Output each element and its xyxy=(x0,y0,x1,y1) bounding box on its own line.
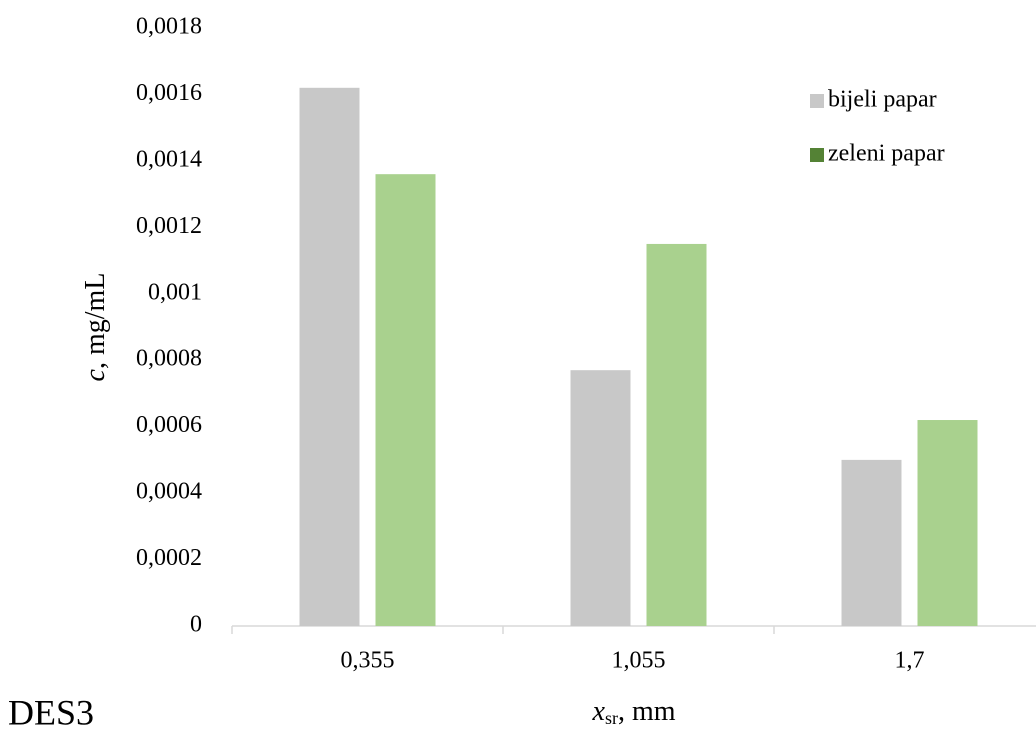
y-tick-label: 0,0002 xyxy=(136,545,202,571)
y-tick-label: 0,0014 xyxy=(136,146,202,172)
x-label-symbol: x xyxy=(592,696,606,727)
bar xyxy=(841,459,902,626)
y-tick-label: 0,0018 xyxy=(136,14,202,40)
x-tick-label: 1,055 xyxy=(612,648,666,674)
x-axis-label: xsr, mm xyxy=(592,696,676,728)
y-tick-label: 0,0008 xyxy=(136,346,202,372)
annotation: DES3 xyxy=(8,692,94,732)
y-tick-label: 0,0012 xyxy=(136,213,202,239)
y-tick-label: 0,0004 xyxy=(136,479,202,505)
bar xyxy=(570,370,631,626)
bar xyxy=(299,87,360,627)
legend-swatch xyxy=(810,148,824,162)
y-axis-label: c, mg/mL xyxy=(80,273,111,382)
x-tick-label: 0,355 xyxy=(341,648,395,674)
x-tick-label: 1,7 xyxy=(895,648,925,674)
y-label-unit: , mg/mL xyxy=(80,273,111,369)
legend-label: zeleni papar xyxy=(828,141,945,167)
y-tick-label: 0 xyxy=(190,612,202,638)
bar xyxy=(917,420,978,626)
y-tick-label: 0,0016 xyxy=(136,80,202,106)
x-label-subscript: sr xyxy=(605,708,618,728)
bar xyxy=(646,243,707,626)
bar xyxy=(375,174,436,626)
legend-swatch xyxy=(810,94,824,108)
y-tick-label: 0,001 xyxy=(148,279,202,305)
y-label-symbol: c xyxy=(80,368,111,381)
legend-label: bijeli papar xyxy=(828,87,937,113)
y-tick-label: 0,0006 xyxy=(136,412,202,438)
x-label-unit: , mm xyxy=(618,696,676,727)
